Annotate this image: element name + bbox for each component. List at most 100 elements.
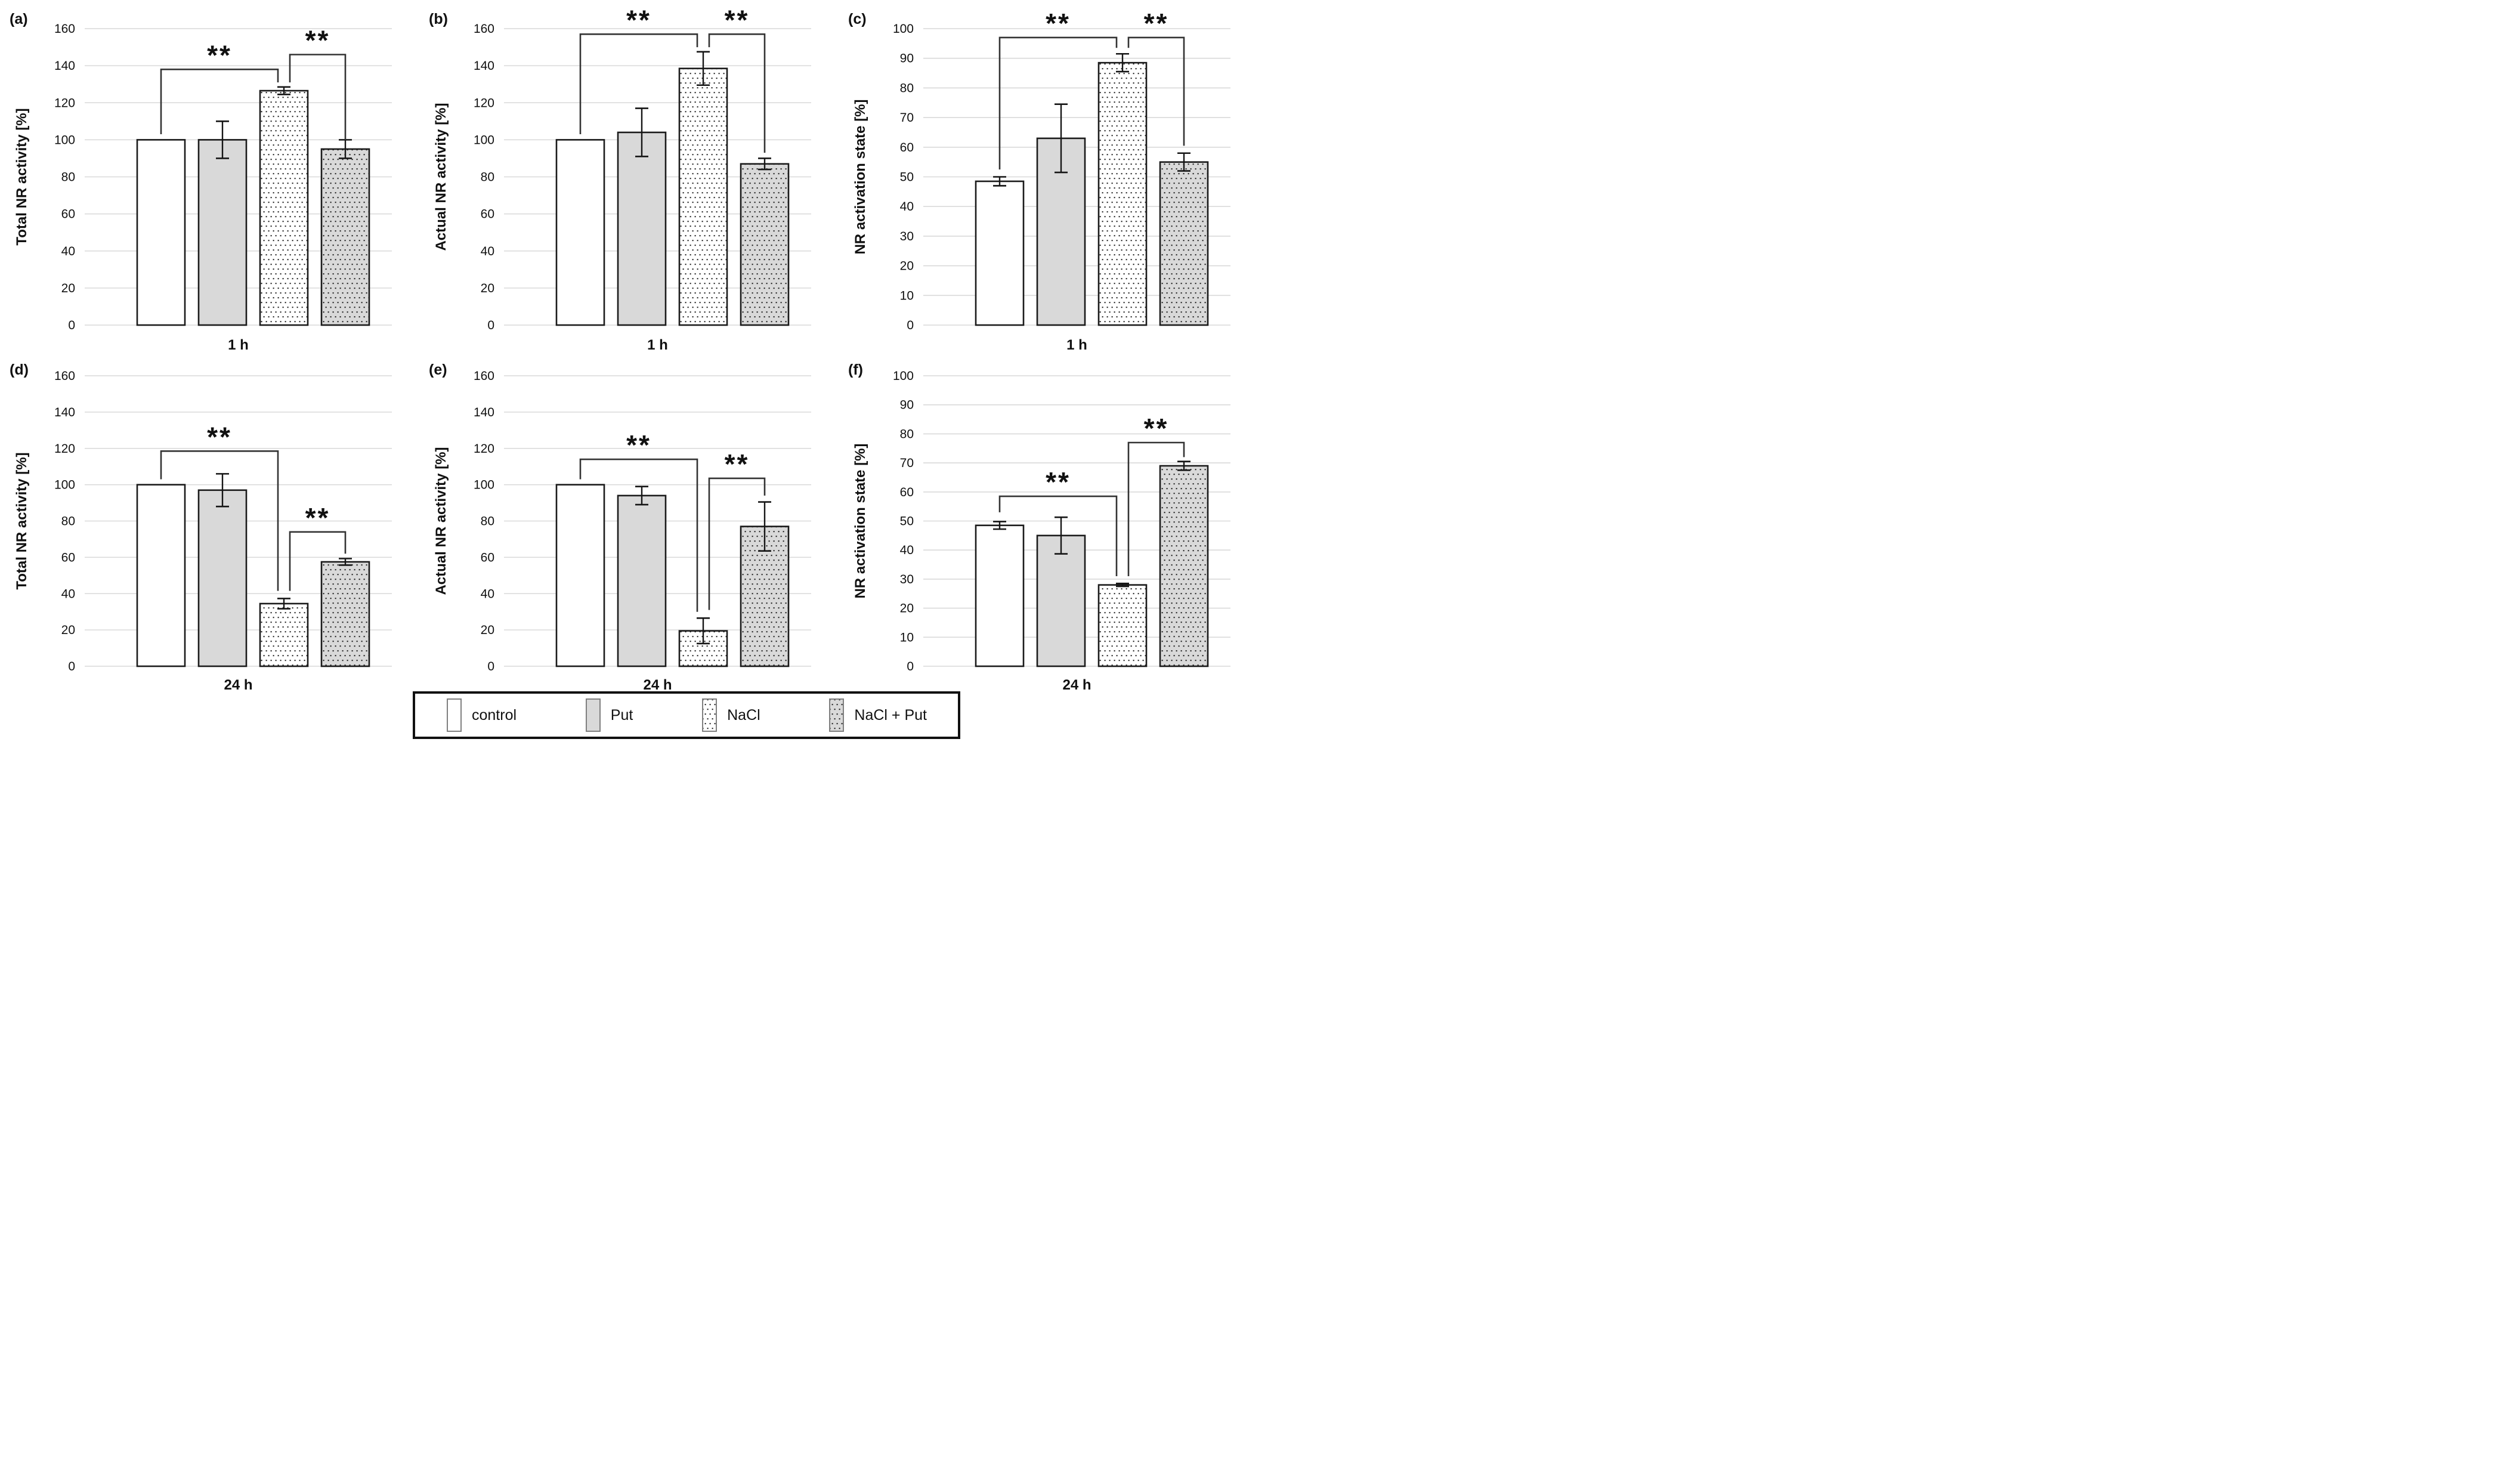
y-tick-label: 100: [54, 478, 75, 492]
panel-label: (a): [10, 11, 28, 27]
y-tick-label: 140: [54, 59, 75, 73]
y-tick-label: 0: [907, 660, 914, 673]
y-tick-label: 20: [481, 623, 494, 637]
significance-label: **: [626, 4, 651, 35]
bar-control: [136, 484, 186, 667]
y-axis-tick-labels: 0 20 40 60 80 100 120 140 160: [54, 369, 75, 673]
y-tick-label: 60: [900, 486, 914, 499]
bar-nacl-put: [320, 148, 370, 326]
significance-bracket: **: [579, 4, 698, 135]
significance-label: **: [207, 39, 232, 70]
y-tick-label: 20: [481, 282, 494, 295]
error-bar: [697, 51, 710, 86]
error-bar: [635, 107, 648, 157]
x-axis-label: 24 h: [643, 677, 672, 691]
bar-nacl: [1097, 584, 1148, 667]
bar-control: [555, 139, 605, 326]
x-axis-label: 24 h: [224, 677, 252, 691]
significance-bracket: **: [708, 4, 766, 153]
legend: control Put NaCl NaCl + Put: [413, 691, 960, 739]
legend-item-nacl: NaCl: [701, 698, 760, 732]
significance-bracket: **: [1127, 8, 1185, 146]
bar-nacl: [259, 602, 309, 667]
significance-bracket: **: [708, 449, 766, 610]
legend-swatch-put-icon: [585, 698, 601, 732]
bar-chart-svg: (d) 0 20 40 60 80 100 120 140 160 Total NR activit…: [10, 361, 392, 693]
error-bar: [758, 501, 771, 552]
error-bar: [758, 157, 771, 171]
chart-panel-b: (b) 0 20 40 60 80 100 120 140 160 Actual NR activi…: [419, 0, 839, 358]
bar-put: [617, 494, 667, 667]
significance-label: **: [1046, 8, 1071, 39]
y-tick-label: 30: [900, 573, 914, 586]
y-tick-label: 60: [900, 141, 914, 154]
significance-bracket: **: [1127, 413, 1185, 577]
y-axis-title: NR activation state [%]: [852, 443, 868, 598]
y-tick-label: 20: [61, 282, 75, 295]
y-tick-label: 70: [900, 456, 914, 470]
y-tick-label: 60: [61, 208, 75, 221]
y-axis-tick-labels: 0 20 40 60 80 100 120 140 160: [474, 22, 494, 332]
y-tick-label: 80: [481, 515, 494, 528]
y-tick-label: 100: [893, 369, 914, 383]
significance-label: **: [725, 449, 750, 480]
y-tick-label: 0: [68, 660, 75, 673]
panel-label: (d): [10, 361, 29, 378]
y-axis-tick-labels: 0 10 20 30 40 50 60 70 80 90 100: [893, 22, 914, 332]
error-bar: [216, 473, 229, 508]
error-bar: [339, 558, 352, 566]
y-axis-title: NR activation state [%]: [852, 99, 868, 254]
bar-control: [136, 139, 186, 326]
error-bar: [1177, 460, 1191, 471]
panel-label: (e): [429, 361, 447, 378]
bar-nacl-put: [1159, 161, 1209, 326]
y-tick-label: 0: [487, 660, 494, 673]
y-tick-label: 60: [481, 551, 494, 564]
panel-label: (c): [848, 11, 867, 27]
bar-put: [197, 139, 248, 326]
significance-label: **: [626, 429, 651, 460]
bar-nacl: [1097, 61, 1148, 326]
y-axis-tick-labels: 0 20 40 60 80 100 120 140 160: [54, 22, 75, 332]
y-tick-label: 20: [900, 602, 914, 616]
bar-chart-svg: (a) 0 20 40 60 80 100 120 140 160 Total NR activit…: [10, 11, 392, 353]
legend-item-control: control: [446, 698, 517, 732]
y-tick-label: 140: [54, 406, 75, 419]
significance-label: **: [305, 24, 330, 55]
error-bar: [277, 598, 290, 610]
figure-grid: control Put NaCl NaCl + Put (a) 0 20 40 60 80…: [0, 0, 1258, 742]
significance-label: **: [1144, 8, 1169, 39]
significance-label: **: [207, 421, 232, 452]
error-bar: [1116, 52, 1129, 73]
y-tick-label: 40: [900, 200, 914, 214]
y-tick-label: 40: [61, 587, 75, 601]
y-axis-tick-labels: 0 20 40 60 80 100 120 140 160: [474, 369, 494, 673]
y-tick-label: 100: [474, 478, 494, 492]
y-tick-label: 120: [474, 442, 494, 456]
bar-control: [555, 484, 605, 667]
error-bar: [697, 617, 710, 645]
y-tick-label: 80: [900, 427, 914, 441]
error-bar: [277, 86, 290, 95]
bar-nacl-put: [320, 561, 370, 667]
y-tick-label: 30: [900, 230, 914, 243]
y-tick-label: 90: [900, 52, 914, 66]
y-tick-label: 50: [900, 171, 914, 184]
error-bar: [993, 521, 1006, 530]
y-tick-label: 20: [900, 259, 914, 273]
error-bar: [1116, 582, 1129, 588]
bar-chart-svg: (f) 0 10 20 30 40 50 60 70 80 90 100 NR activation s…: [848, 361, 1230, 693]
significance-bracket: **: [289, 24, 347, 140]
y-tick-label: 140: [474, 406, 494, 419]
y-tick-label: 120: [54, 96, 75, 110]
significance-label: **: [305, 502, 330, 533]
y-axis-tick-labels: 0 10 20 30 40 50 60 70 80 90 100: [893, 369, 914, 673]
x-axis-label: 1 h: [1066, 337, 1087, 353]
y-tick-label: 0: [487, 319, 494, 332]
y-tick-label: 160: [54, 22, 75, 36]
error-bar: [1055, 103, 1068, 174]
y-tick-label: 80: [61, 515, 75, 528]
significance-bracket: **: [998, 8, 1118, 170]
error-bar: [216, 120, 229, 159]
bar-chart-svg: (b) 0 20 40 60 80 100 120 140 160 Actual NR activi…: [429, 4, 811, 353]
